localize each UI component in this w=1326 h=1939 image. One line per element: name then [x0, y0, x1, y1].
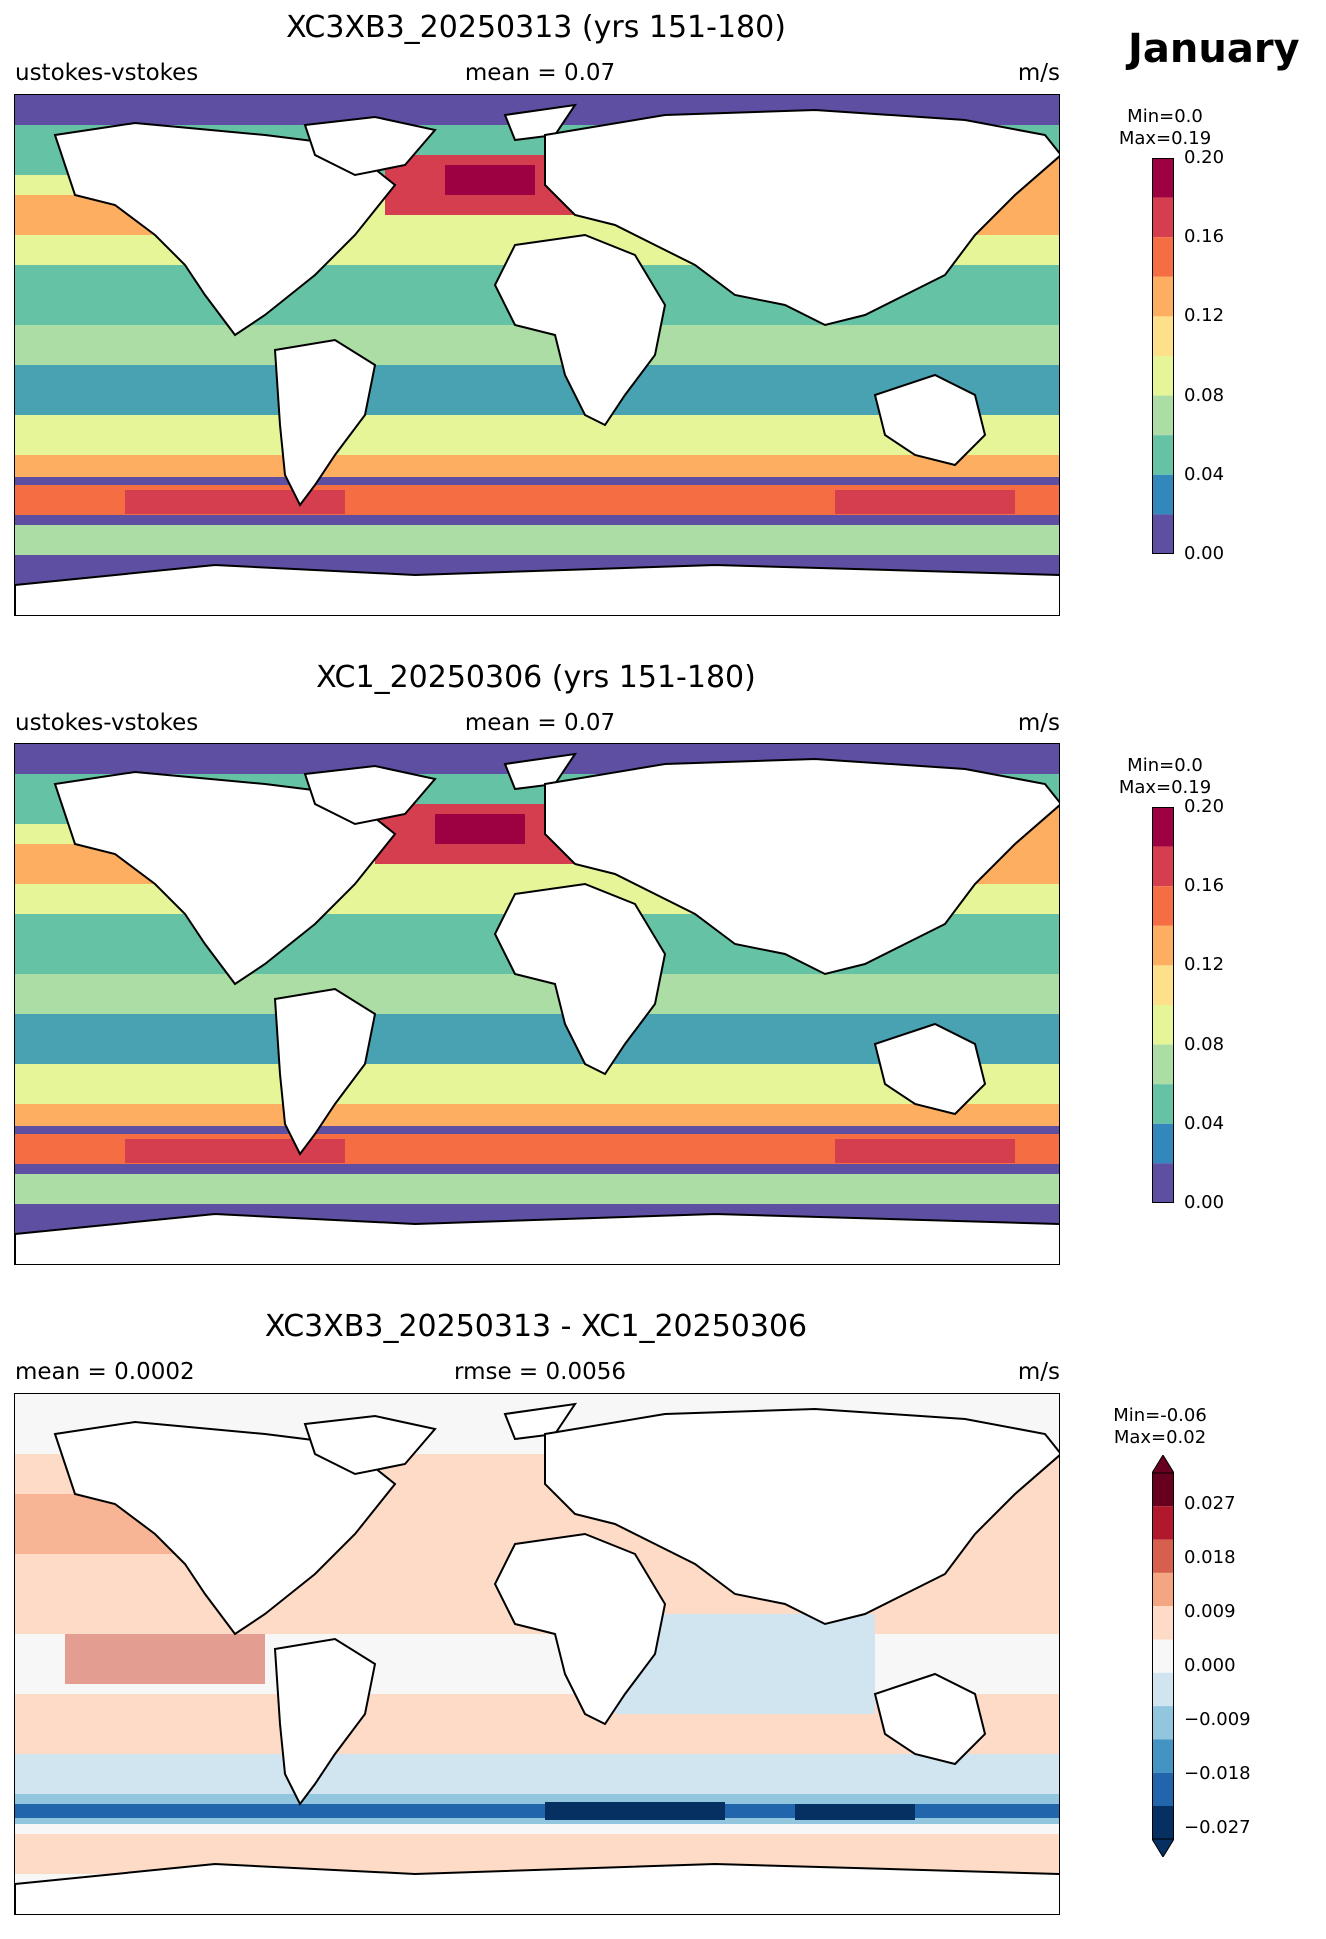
colorbar-tick: 0.018 — [1184, 1547, 1236, 1568]
colorbar-svg — [1152, 807, 1174, 1203]
map-svg — [15, 744, 1059, 1264]
panel-units-label: m/s — [1017, 60, 1060, 86]
colorbar-tick: 0.08 — [1184, 385, 1225, 406]
panel-variable-label: ustokes-vstokes — [15, 60, 199, 86]
panel-variable-label: ustokes-vstokes — [15, 710, 199, 736]
panel-mean-label: mean = 0.07 — [464, 60, 616, 86]
panel-mean-label: mean = 0.0002 — [15, 1359, 195, 1385]
panel-rmse-label: rmse = 0.0056 — [454, 1359, 626, 1385]
panel-title: XC1_20250306 (yrs 151-180) — [316, 660, 756, 695]
min-label: Min=0.0 — [1127, 755, 1203, 776]
colorbar-tick: −0.009 — [1184, 1709, 1251, 1730]
colorbar-tick: 0.16 — [1184, 875, 1225, 896]
colorbar-svg — [1152, 1455, 1174, 1857]
map-plot — [14, 94, 1060, 616]
panel-units-label: m/s — [1017, 710, 1060, 736]
colorbar-tick: 0.20 — [1184, 147, 1225, 168]
colorbar — [1152, 1455, 1174, 1857]
map-plot — [14, 743, 1060, 1265]
panel-units-label: m/s — [1017, 1359, 1060, 1385]
colorbar-tick: 0.00 — [1184, 543, 1225, 564]
max-label: Max=0.02 — [1113, 1427, 1207, 1448]
colorbar — [1152, 807, 1174, 1203]
colorbar — [1152, 158, 1174, 554]
map-svg — [15, 1394, 1059, 1914]
land-masses — [15, 1402, 1059, 1914]
colorbar-tick: 0.20 — [1184, 796, 1225, 817]
colorbar-tick: 0.08 — [1184, 1034, 1225, 1055]
colorbar-tick: 0.16 — [1184, 226, 1225, 247]
min-label: Min=0.0 — [1127, 106, 1203, 127]
colorbar-tick: 0.04 — [1184, 1113, 1225, 1134]
colorbar-tick: 0.12 — [1184, 305, 1225, 326]
colorbar-tick: 0.000 — [1184, 1655, 1236, 1676]
colorbar-tick: −0.018 — [1184, 1763, 1251, 1784]
map-plot — [14, 1393, 1060, 1915]
max-label: Max=0.19 — [1118, 777, 1212, 798]
colorbar-tick: −0.027 — [1184, 1817, 1251, 1838]
colorbar-tick: 0.04 — [1184, 464, 1225, 485]
colorbar-tick: 0.12 — [1184, 954, 1225, 975]
max-label: Max=0.19 — [1118, 128, 1212, 149]
min-label: Min=-0.06 — [1113, 1405, 1207, 1426]
map-svg — [15, 95, 1059, 615]
panel-title: XC3XB3_20250313 (yrs 151-180) — [286, 10, 786, 45]
colorbar-tick: 0.009 — [1184, 1601, 1236, 1622]
panel-title: XC3XB3_20250313 - XC1_20250306 — [264, 1309, 808, 1344]
land-masses — [15, 103, 1059, 615]
month-heading: January — [1128, 26, 1300, 72]
panel-mean-label: mean = 0.07 — [464, 710, 616, 736]
colorbar-tick: 0.00 — [1184, 1192, 1225, 1213]
colorbar-tick: 0.027 — [1184, 1493, 1236, 1514]
colorbar-svg — [1152, 158, 1174, 554]
land-masses — [15, 752, 1059, 1264]
